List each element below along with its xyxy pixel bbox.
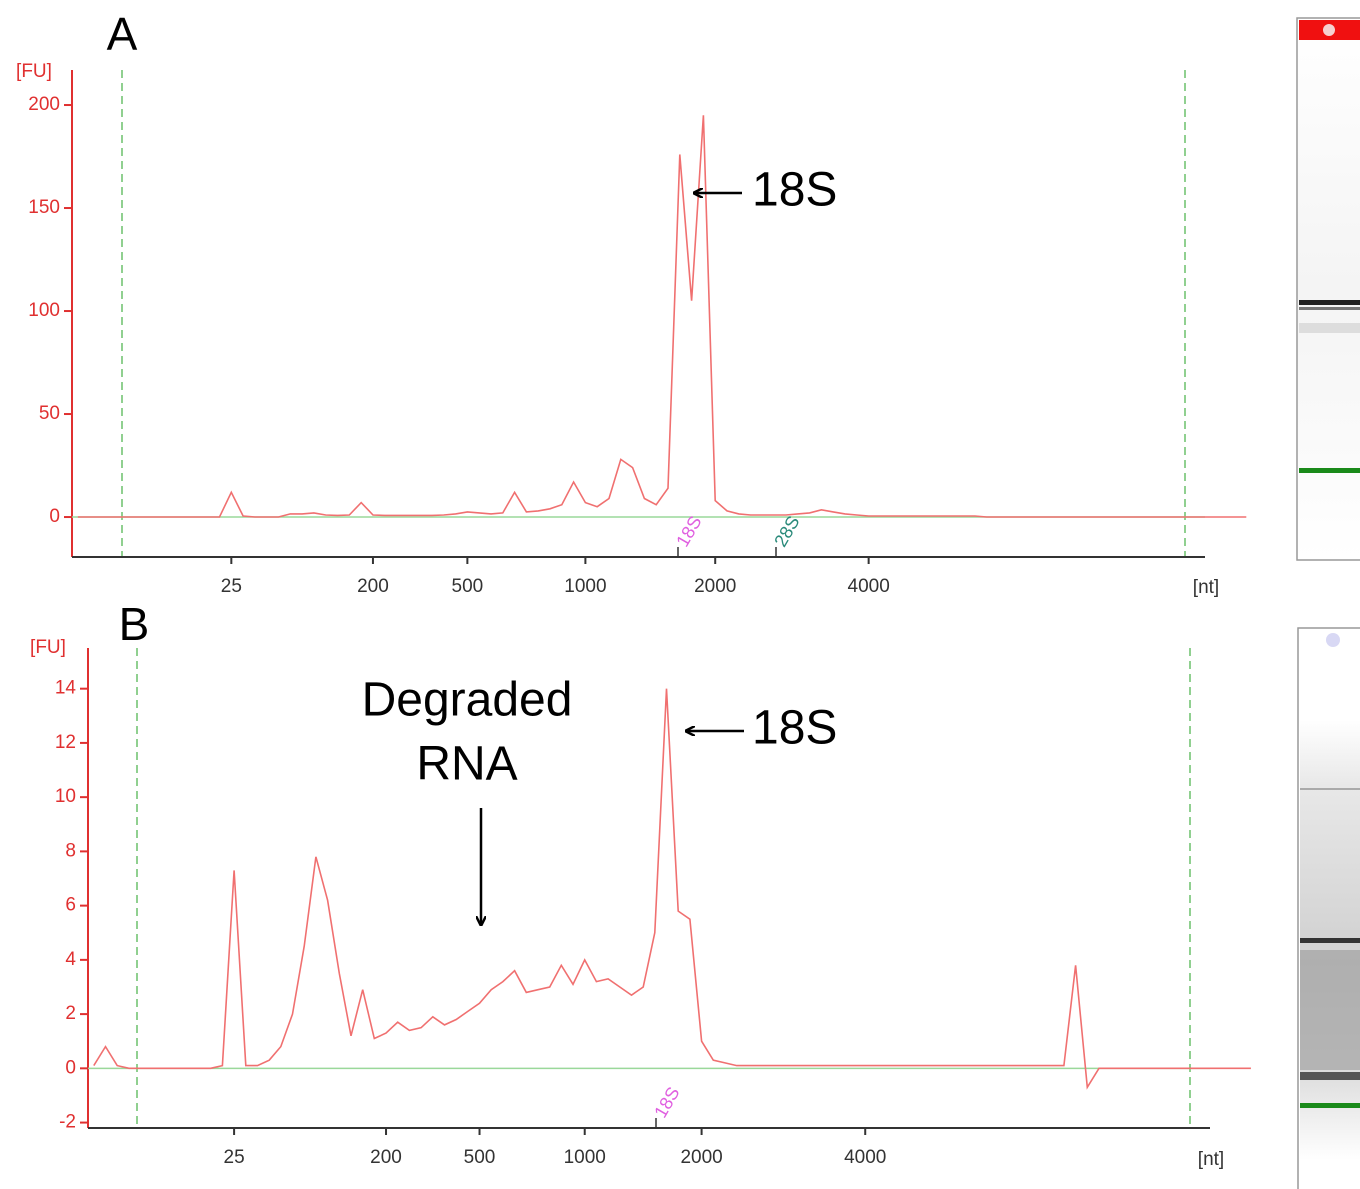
y-tick-label: 2 xyxy=(65,1003,76,1024)
panel-label: A xyxy=(107,8,138,60)
y-tick-label: 4 xyxy=(65,949,76,970)
x-tick-label: 500 xyxy=(464,1147,496,1168)
y-tick-label: 100 xyxy=(28,300,60,321)
y-tick-label: 12 xyxy=(55,732,76,753)
x-tick-label: 200 xyxy=(357,576,389,597)
y-axis-label: [FU] xyxy=(16,61,52,82)
x-axis-label: [nt] xyxy=(1193,577,1219,598)
y-tick-label: 8 xyxy=(65,840,76,861)
y-tick-label: 0 xyxy=(65,1057,76,1078)
y-tick-label: 200 xyxy=(28,94,60,115)
peak-label: 18S xyxy=(650,1084,683,1122)
x-tick-label: 4000 xyxy=(844,1147,886,1168)
gel-lane-b xyxy=(1297,627,1360,1189)
annotation: 18S xyxy=(752,702,837,755)
peak-label: 28S xyxy=(770,513,803,551)
x-tick-label: 500 xyxy=(452,576,484,597)
y-tick-label: 0 xyxy=(49,506,60,527)
annotation: RNA xyxy=(416,738,517,791)
x-tick-label: 25 xyxy=(221,576,242,597)
x-tick-label: 1000 xyxy=(564,576,606,597)
gel-lane-a xyxy=(1296,17,1360,561)
y-tick-label: 14 xyxy=(55,678,77,699)
x-tick-label: 1000 xyxy=(564,1147,606,1168)
annotation: 18S xyxy=(752,164,837,217)
y-tick-label: 150 xyxy=(28,197,60,218)
y-axis-label: [FU] xyxy=(30,637,66,658)
trace-line xyxy=(77,115,1247,518)
peak-label: 18S xyxy=(672,513,705,551)
x-axis-label: [nt] xyxy=(1198,1149,1224,1170)
panel-label: B xyxy=(119,598,150,650)
y-tick-label: -2 xyxy=(59,1112,76,1133)
annotation: Degraded xyxy=(362,674,573,727)
trace-line xyxy=(93,688,1251,1090)
y-tick-label: 6 xyxy=(65,895,76,916)
y-tick-label: 50 xyxy=(39,403,60,424)
x-tick-label: 2000 xyxy=(694,576,736,597)
x-tick-label: 2000 xyxy=(680,1147,722,1168)
y-tick-label: 10 xyxy=(55,786,76,807)
x-tick-label: 4000 xyxy=(848,576,890,597)
x-tick-label: 200 xyxy=(370,1147,402,1168)
x-tick-label: 25 xyxy=(224,1147,245,1168)
